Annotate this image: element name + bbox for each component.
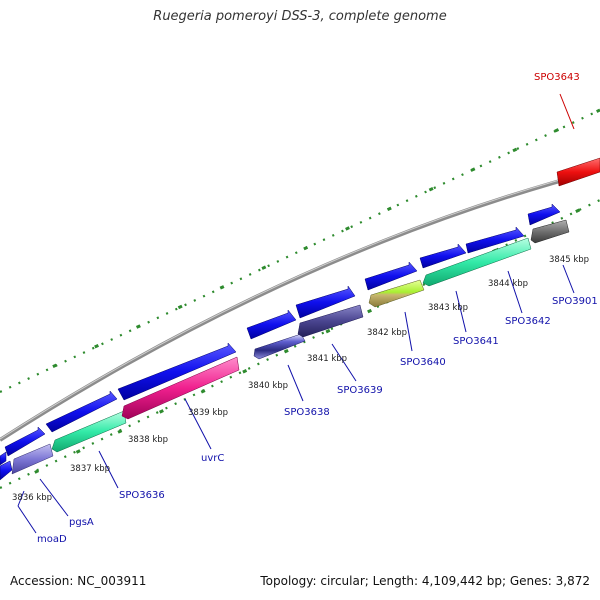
gene-label-SPO3638[interactable]: SPO3638: [284, 407, 330, 418]
gene-feature[interactable]: [0, 460, 13, 481]
gene-feature[interactable]: [530, 219, 570, 244]
label-leaders: [17, 93, 575, 534]
gene-feature[interactable]: [556, 157, 600, 187]
gene-label-uvrC[interactable]: uvrC: [201, 453, 224, 464]
gene-label-SPO3901[interactable]: SPO3901: [552, 296, 598, 307]
kbp-label: 3845 kbp: [549, 255, 589, 265]
map-title: Ruegeria pomeroyi DSS-3, complete genome: [153, 9, 447, 24]
gene-feature[interactable]: [121, 356, 240, 420]
inner-ticks: [0, 198, 600, 489]
gene-label-SPO3643[interactable]: SPO3643: [534, 72, 580, 83]
kbp-label: 3843 kbp: [428, 303, 468, 313]
gene-label-SPO3641[interactable]: SPO3641: [453, 336, 499, 347]
gene-feature[interactable]: [117, 342, 237, 401]
kbp-label: 3838 kbp: [128, 435, 168, 445]
kbp-labels: 3836 kbp 3837 kbp 3838 kbp 3839 kbp 3840…: [12, 255, 589, 503]
gene-label-pgsA[interactable]: pgsA: [69, 517, 94, 528]
forward-strand-genes[interactable]: [0, 203, 561, 466]
gene-label-SPO3642[interactable]: SPO3642: [505, 316, 551, 327]
gene-feature[interactable]: [465, 226, 525, 254]
gene-feature[interactable]: [0, 451, 7, 466]
gene-feature[interactable]: [297, 304, 364, 338]
outer-ticks: [0, 108, 600, 393]
gene-feature[interactable]: [246, 309, 297, 340]
kbp-label: 3839 kbp: [188, 408, 228, 418]
gene-label-SPO3640[interactable]: SPO3640: [400, 357, 446, 368]
gene-labels[interactable]: moaD pgsA SPO3636 uvrC SPO3638 SPO3639 S…: [37, 72, 598, 545]
genome-backbone: [0, 168, 600, 442]
gene-feature[interactable]: [422, 237, 532, 287]
gene-feature[interactable]: [51, 410, 127, 453]
gene-feature[interactable]: [253, 333, 306, 360]
kbp-label: 3842 kbp: [367, 328, 407, 338]
gene-label-SPO3639[interactable]: SPO3639: [337, 385, 383, 396]
gene-feature[interactable]: [11, 443, 54, 475]
kbp-label: 3844 kbp: [488, 279, 528, 289]
accession-text: Accession: NC_003911: [10, 574, 147, 588]
kbp-label: 3836 kbp: [12, 493, 52, 503]
reverse-strand-genes[interactable]: [0, 157, 600, 481]
kbp-label: 3841 kbp: [307, 354, 347, 364]
gene-feature[interactable]: [295, 285, 356, 319]
gene-feature[interactable]: [364, 261, 418, 291]
kbp-label: 3840 kbp: [248, 381, 288, 391]
gene-feature[interactable]: [419, 243, 467, 269]
kbp-label: 3837 kbp: [70, 464, 110, 474]
gene-label-moaD[interactable]: moaD: [37, 534, 67, 545]
gene-feature[interactable]: [45, 390, 118, 433]
gene-feature[interactable]: [368, 279, 425, 308]
genome-summary-text: Topology: circular; Length: 4,109,442 bp…: [260, 574, 590, 588]
gene-label-SPO3636[interactable]: SPO3636: [119, 490, 165, 501]
gene-feature[interactable]: [4, 426, 46, 457]
gene-feature[interactable]: [527, 203, 561, 226]
